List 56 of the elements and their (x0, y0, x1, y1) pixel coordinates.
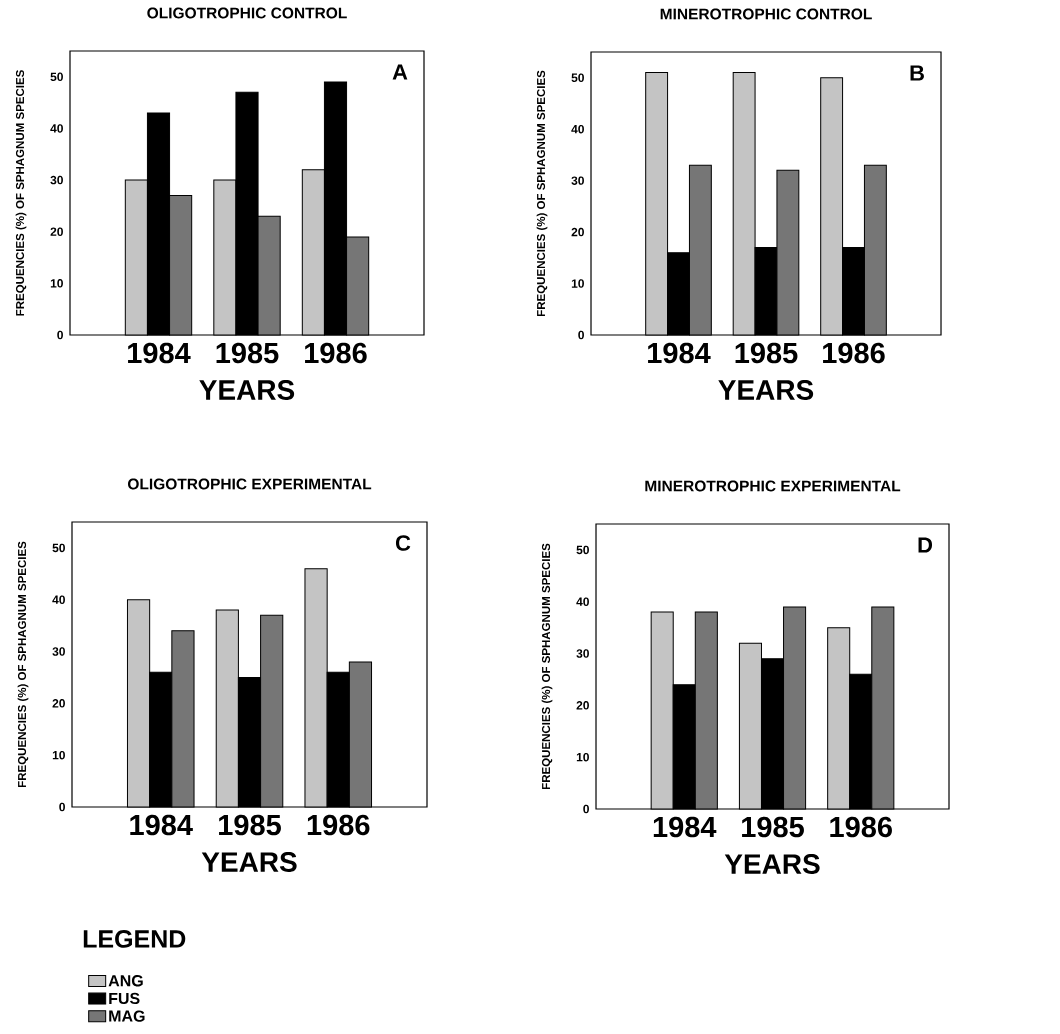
y-tick-label: 20 (52, 699, 65, 708)
y-tick-label: 40 (50, 124, 63, 133)
y-tick-label: 20 (50, 227, 63, 236)
annotation: B (910, 65, 924, 81)
annotation: D (918, 537, 933, 553)
y-tick-label: 0 (583, 804, 589, 814)
x-tick-label: 1985 (219, 814, 281, 836)
y-tick-label: 10 (52, 750, 65, 760)
y-tick-label: 30 (52, 647, 65, 656)
y-tick-label: 30 (576, 649, 589, 658)
annotation: A (392, 64, 408, 80)
x-tick-label: 1984 (130, 814, 193, 836)
y-axis-title: FREQUENCIES (%) OF SPHAGNUM SPECIES (536, 70, 548, 317)
chart-title: OLIGOTROPHIC CONTROL (147, 7, 347, 19)
x-tick-label: 1986 (830, 816, 892, 838)
y-tick-label: 10 (50, 279, 63, 288)
x-axis-title: YEARS (201, 852, 297, 872)
y-tick-label: 40 (52, 595, 65, 604)
x-tick-label: 1984 (653, 816, 717, 838)
legend-title: LEGEND (83, 930, 186, 948)
y-tick-label: 50 (52, 543, 65, 553)
chart-title: OLIGOTROPHIC EXPERIMENTAL (128, 478, 372, 490)
y-tick-label: 50 (50, 72, 63, 82)
x-tick-label: 1984 (128, 342, 191, 364)
y-tick-label: 50 (571, 73, 584, 82)
y-tick-label: 40 (576, 597, 589, 606)
x-tick-label: 1986 (305, 342, 367, 364)
legend-label: FUS (109, 992, 140, 1005)
x-axis-title: YEARS (724, 854, 820, 874)
y-tick-label: 10 (571, 279, 584, 288)
x-tick-label: 1986 (823, 342, 885, 364)
chart-title: MINEROTROPHIC EXPERIMENTAL (645, 480, 901, 492)
x-tick-label: 1985 (735, 342, 798, 364)
chart-title: MINEROTROPHIC CONTROL (660, 8, 872, 20)
y-tick-label: 0 (578, 330, 584, 340)
legend-label: MAG (109, 1010, 145, 1022)
x-axis-title: YEARS (199, 380, 295, 400)
x-axis-title: YEARS (718, 380, 814, 400)
y-tick-label: 10 (576, 752, 589, 762)
y-tick-label: 0 (59, 802, 65, 812)
y-tick-label: 20 (576, 701, 589, 710)
y-axis-title: FREQUENCIES (%) OF SPHAGNUM SPECIES (15, 70, 27, 316)
y-axis-title: FREQUENCIES (%) OF SPHAGNUM SPECIES (17, 541, 29, 788)
x-tick-label: 1985 (742, 816, 804, 838)
annotation: C (395, 535, 411, 551)
y-tick-label: 30 (50, 175, 63, 185)
legend-label: ANG (108, 975, 143, 987)
x-tick-label: 1984 (648, 342, 711, 364)
y-tick-label: 30 (571, 176, 584, 185)
y-axis-title: FREQUENCIES (%) OF SPHAGNUM SPECIES (541, 543, 553, 790)
y-tick-label: 20 (571, 227, 584, 237)
y-tick-label: 40 (571, 124, 584, 134)
y-tick-label: 50 (576, 545, 589, 555)
x-tick-label: 1986 (307, 814, 370, 836)
x-tick-label: 1985 (216, 342, 279, 364)
y-tick-label: 0 (57, 330, 63, 340)
